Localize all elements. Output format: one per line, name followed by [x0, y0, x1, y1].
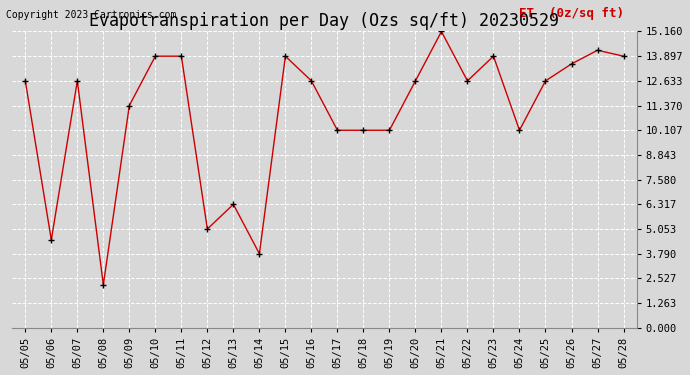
Text: ET  (0z/sq ft): ET (0z/sq ft): [519, 7, 624, 20]
Text: Copyright 2023 Cartronics.com: Copyright 2023 Cartronics.com: [6, 10, 177, 20]
Title: Evapotranspiration per Day (Ozs sq/ft) 20230529: Evapotranspiration per Day (Ozs sq/ft) 2…: [90, 12, 560, 30]
